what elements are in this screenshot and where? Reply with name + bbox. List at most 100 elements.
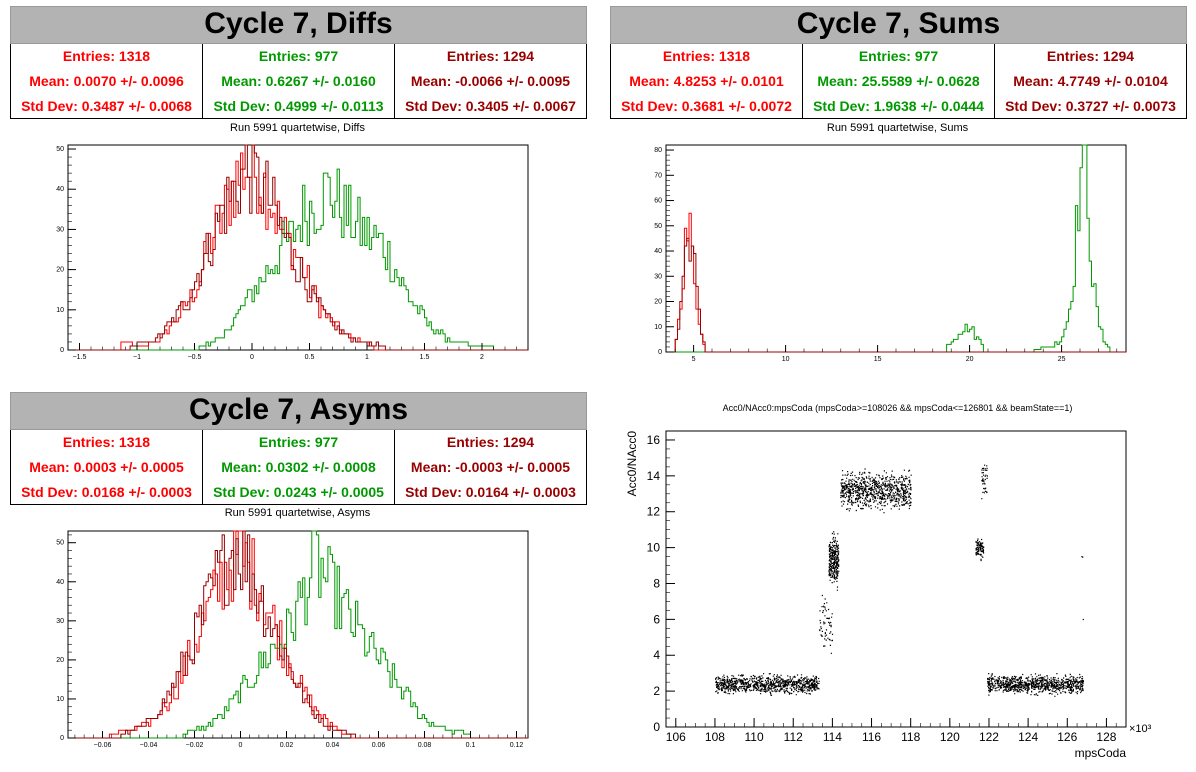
asyms-stats-darkred: Entries: 1294 Mean: -0.0003 +/- 0.0005 S… [395,430,586,504]
x-tick-label: 122 [979,730,999,744]
mean-text: Mean: 0.0302 +/- 0.0008 [221,458,376,475]
stddev-text: Std Dev: 0.0164 +/- 0.0003 [405,483,576,500]
diffs-stats-green: Entries: 977 Mean: 0.6267 +/- 0.0160 Std… [203,44,395,118]
x-tick-label: 1 [365,354,369,361]
stddev-text: Std Dev: 0.4999 +/- 0.0113 [213,97,384,114]
entries-text: Entries: 1294 [446,48,535,65]
stddev-text: Std Dev: 0.3727 +/- 0.0073 [1005,97,1176,114]
x-tick-label: 2 [480,354,484,361]
x-tick-label: 10 [782,356,790,363]
y-tick-label: 0 [60,735,64,742]
y-tick-label: 50 [56,540,64,547]
x-tick-label: 0.1 [466,742,476,749]
y-tick-label: 0 [60,347,64,354]
y-tick-label: 8 [653,576,660,590]
entries-text: Entries: 1294 [1046,48,1135,65]
scatter-cluster-6 [987,673,1084,697]
y-tick-label: 40 [56,579,64,586]
stddev-text: Std Dev: 0.0243 +/- 0.0005 [213,483,384,500]
mean-text: Mean: 0.0003 +/- 0.0005 [29,458,184,475]
plot-frame [67,144,529,351]
x-tick-label: 112 [784,730,803,744]
x-tick-label: 5 [692,356,696,363]
histogram-series-1 [68,530,528,739]
diffs-histogram: 0 10 20 30 40 50 −1.5 −1 −0.5 0 0.5 1 1.5 2 [56,144,529,361]
asyms-title: Cycle 7, Asyms [10,392,587,430]
plot-frame [665,144,1127,353]
x-tick-label: 114 [823,730,842,744]
x-tick-label: 0.5 [305,354,315,361]
diffs-title: Cycle 7, Diffs [10,6,587,44]
mean-text: Mean: -0.0066 +/- 0.0095 [410,72,571,89]
scatter-cluster-5 [981,464,988,500]
scatter-title: Acc0/NAcc0:mpsCoda (mpsCoda>=108026 && m… [722,403,1073,413]
y-tick-label: 10 [56,307,64,314]
entries-text: Entries: 1318 [62,434,151,451]
x-tick-label: −0.5 [188,354,202,361]
x-tick-label: 0.04 [326,742,340,749]
y-tick-label: 14 [647,469,661,483]
x-axis-label: mpsCoda [1075,746,1127,760]
x-tick-label: 116 [862,730,881,744]
scatter-point-set [987,673,1084,697]
stddev-text: Std Dev: 1.9638 +/- 0.0444 [813,97,984,114]
entries-text: Entries: 977 [858,48,939,65]
entries-text: Entries: 1318 [662,48,751,65]
x-tick-label: 20 [966,356,974,363]
x-tick-label: 0.02 [280,742,294,749]
asyms-stats-red: Entries: 1318 Mean: 0.0003 +/- 0.0005 St… [11,430,203,504]
mean-text: Mean: 4.8253 +/- 0.0101 [629,72,784,89]
entries-text: Entries: 977 [258,434,339,451]
mean-text: Mean: 4.7749 +/- 0.0104 [1013,72,1168,89]
scatter-cluster-8 [1082,618,1084,621]
y-axis-label: Acc0/NAcc0 [625,431,639,497]
stddev-text: Std Dev: 0.3405 +/- 0.0067 [405,97,576,114]
diffs-stats-red: Entries: 1318 Mean: 0.0070 +/- 0.0096 St… [11,44,203,118]
scatter-points [715,464,1084,697]
x-tick-label: 126 [1057,730,1077,744]
x-exponent-label: ×10³ [1129,723,1152,735]
scatter-cluster-3 [840,468,912,514]
x-tick-label: 0 [239,742,243,749]
y-tick-label: 40 [654,248,662,255]
mean-text: Mean: 0.0070 +/- 0.0096 [29,72,184,89]
x-tick-label: 1.5 [420,354,430,361]
diffs-stats-darkred: Entries: 1294 Mean: -0.0066 +/- 0.0095 S… [395,44,586,118]
x-tick-label: 0 [250,354,254,361]
x-tick-label: 118 [901,730,920,744]
stddev-text: Std Dev: 0.3487 +/- 0.0068 [21,97,192,114]
diffs-stats-box: Entries: 1318 Mean: 0.0070 +/- 0.0096 St… [10,44,587,119]
x-tick-label: 110 [745,730,764,744]
y-tick-label: 10 [654,324,662,331]
x-tick-label: −0.04 [140,742,158,749]
mean-text: Mean: -0.0003 +/- 0.0005 [410,458,571,475]
diffs-subtitle: Run 5991 quartetwise, Diffs [230,122,365,134]
x-tick-label: 128 [1096,730,1116,744]
y-tick-label: 6 [653,612,660,626]
y-tick-label: 10 [647,541,661,555]
x-tick-label: 0.12 [510,742,524,749]
scatter-point-set [819,594,834,654]
histogram-series-1 [68,168,528,351]
scatter-point-set [975,538,985,562]
sums-stats-darkred: Entries: 1294 Mean: 4.7749 +/- 0.0104 St… [995,44,1186,118]
x-tick-label: 0.06 [372,742,386,749]
sums-histogram: 0 10 20 30 40 50 60 70 80 5 10 15 20 25 [654,144,1127,363]
y-tick-label: 50 [56,146,64,153]
asyms-subtitle: Run 5991 quartetwise, Asyms [224,507,371,519]
y-tick-label: 80 [654,147,662,154]
scatter-cluster-4 [975,538,985,562]
scatter-point-set [1082,618,1084,621]
x-tick-label: 124 [1018,730,1038,744]
x-tick-label: 15 [874,356,882,363]
x-tick-label: −0.02 [186,742,204,749]
y-tick-label: 12 [647,505,661,519]
entries-text: Entries: 1318 [62,48,151,65]
y-tick-label: 30 [654,273,662,280]
y-tick-label: 60 [654,198,662,205]
scatter-cluster-0 [715,673,820,696]
scatter-plot: 0 2 4 6 8 10 12 14 16 106 108 110 112 114 116 118 120 122… [625,430,1152,760]
x-tick-label: −1.5 [73,354,87,361]
histogram-series-2 [666,237,1126,353]
stddev-text: Std Dev: 0.0168 +/- 0.0003 [21,483,192,500]
